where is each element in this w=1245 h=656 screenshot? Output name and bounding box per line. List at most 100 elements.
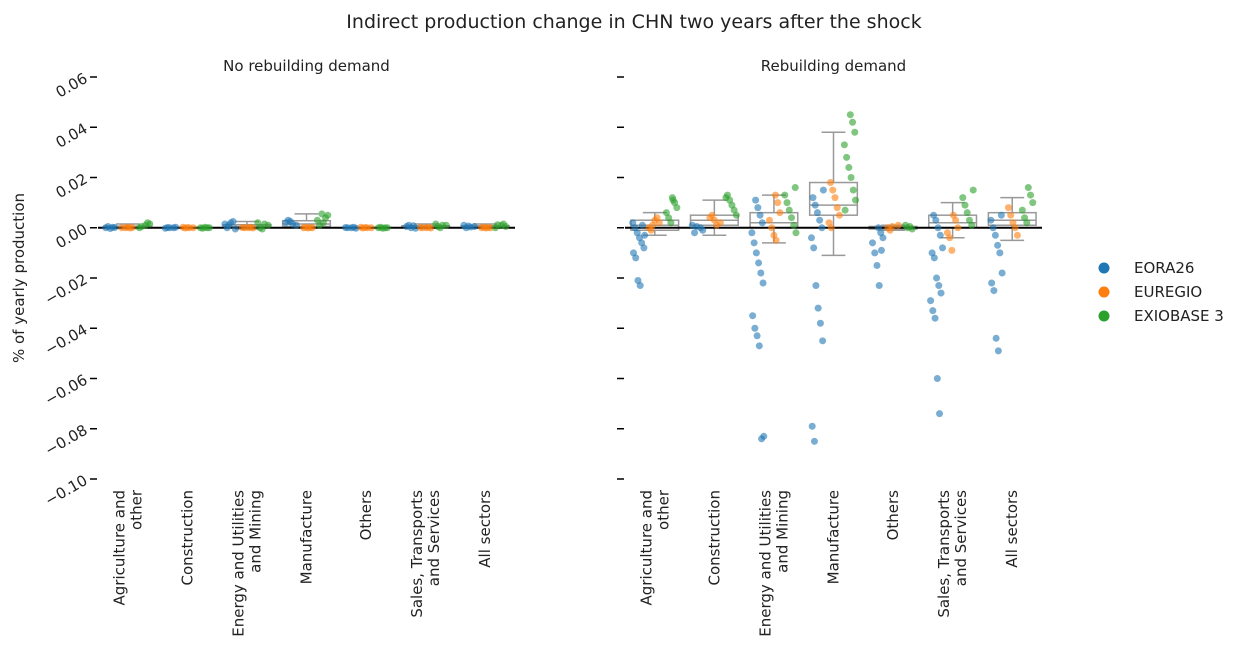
point — [776, 209, 784, 217]
point — [835, 211, 843, 219]
point — [732, 211, 740, 219]
point — [486, 224, 494, 232]
x-tick-label: Agriculture andother — [110, 489, 145, 605]
point — [927, 297, 935, 305]
point — [771, 191, 779, 199]
point — [875, 282, 883, 290]
point — [364, 224, 372, 232]
point — [753, 332, 761, 340]
point — [223, 224, 231, 232]
y-tick-label: −0.06 — [42, 371, 91, 410]
point — [807, 234, 815, 242]
point — [810, 244, 818, 252]
point — [997, 211, 1005, 219]
point — [932, 216, 940, 224]
point — [814, 304, 822, 312]
point — [873, 261, 881, 269]
point — [908, 225, 916, 233]
point — [749, 312, 757, 320]
y-tick-label: −0.10 — [42, 471, 91, 510]
point — [991, 231, 999, 239]
x-tick-label: Agriculture andother — [637, 489, 672, 605]
point — [383, 224, 391, 232]
point — [933, 375, 941, 382]
point — [989, 224, 997, 232]
x-tick-label: All sectors — [1003, 490, 1021, 568]
point — [992, 334, 1000, 342]
x-tick-label: Others — [357, 490, 375, 541]
point — [894, 221, 902, 229]
point — [231, 225, 239, 233]
point — [929, 307, 937, 315]
y-tick-label: 0.04 — [53, 119, 91, 151]
point — [655, 219, 663, 227]
point — [879, 234, 887, 242]
point — [852, 196, 860, 204]
point — [754, 204, 762, 212]
point — [996, 249, 1004, 257]
point — [1023, 219, 1031, 227]
point — [344, 224, 352, 232]
y-tick-label: 0.06 — [53, 69, 91, 101]
point — [946, 234, 954, 242]
point — [669, 196, 677, 204]
point — [937, 289, 945, 297]
x-tick-label: Others — [884, 490, 902, 541]
point — [667, 219, 675, 227]
panel-title: Rebuilding demand — [761, 57, 906, 75]
point — [840, 141, 848, 149]
point — [632, 254, 640, 262]
point — [128, 223, 136, 231]
point — [636, 282, 644, 290]
point — [818, 224, 826, 232]
point — [994, 347, 1002, 355]
point — [845, 163, 853, 171]
point — [249, 224, 257, 232]
point — [959, 194, 967, 202]
chart-title: Indirect production change in CHN two ye… — [346, 11, 921, 33]
point — [419, 224, 427, 232]
point — [750, 239, 758, 247]
point — [757, 269, 765, 277]
point — [205, 224, 213, 232]
y-axis-label: % of yearly production — [10, 193, 28, 363]
x-tick-label: All sectors — [476, 490, 494, 568]
point — [843, 153, 851, 161]
point — [990, 287, 998, 295]
point — [785, 206, 793, 214]
point — [166, 224, 174, 232]
point — [1007, 211, 1015, 219]
legend-label: EXIOBASE 3 — [1134, 307, 1224, 325]
point — [774, 199, 782, 207]
point — [138, 222, 146, 230]
y-tick-label: −0.08 — [42, 421, 91, 460]
point — [827, 224, 835, 232]
point — [816, 216, 824, 224]
point — [841, 206, 849, 214]
legend-marker — [1098, 262, 1110, 274]
point — [1013, 231, 1021, 239]
point — [758, 219, 766, 227]
point — [647, 226, 655, 234]
point — [819, 186, 827, 194]
point — [819, 337, 827, 345]
point — [759, 279, 767, 287]
point — [790, 221, 798, 229]
point — [871, 249, 879, 257]
point — [931, 314, 939, 322]
point — [722, 194, 730, 202]
point — [691, 229, 699, 237]
point — [765, 216, 773, 224]
point — [768, 224, 776, 232]
point — [1027, 191, 1035, 199]
point — [1018, 206, 1026, 214]
point — [638, 221, 646, 229]
point — [318, 210, 326, 218]
point — [748, 229, 756, 237]
point — [987, 216, 995, 224]
x-tick-label: Sales, Transportsand Services — [935, 490, 970, 618]
x-tick-label: Construction — [178, 490, 196, 586]
point — [812, 282, 820, 290]
x-tick-label: Energy and Utilitiesand Mining — [756, 490, 791, 637]
